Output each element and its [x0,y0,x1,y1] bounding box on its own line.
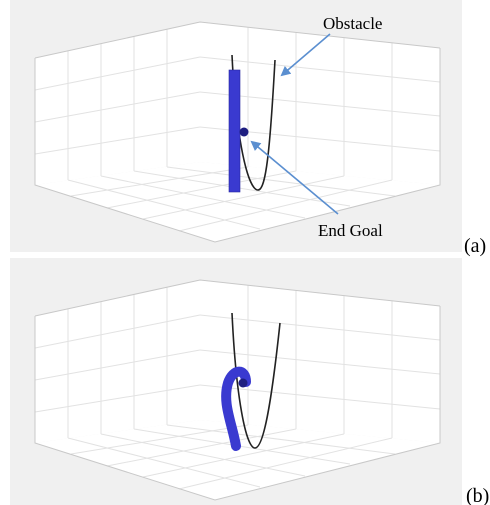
end-goal-point [240,128,249,137]
panel-label: (b) [466,485,489,505]
panel-b: (b) [10,258,489,505]
annotation: Obstacle [323,14,382,33]
robot-arm [229,70,240,192]
figure: Obstacle End Goal (a) (b) [0,0,490,505]
panel-label: (a) [464,235,486,257]
panel-a: Obstacle End Goal (a) [10,0,486,257]
end-goal-point [239,379,248,388]
annotation: End Goal [318,221,383,240]
